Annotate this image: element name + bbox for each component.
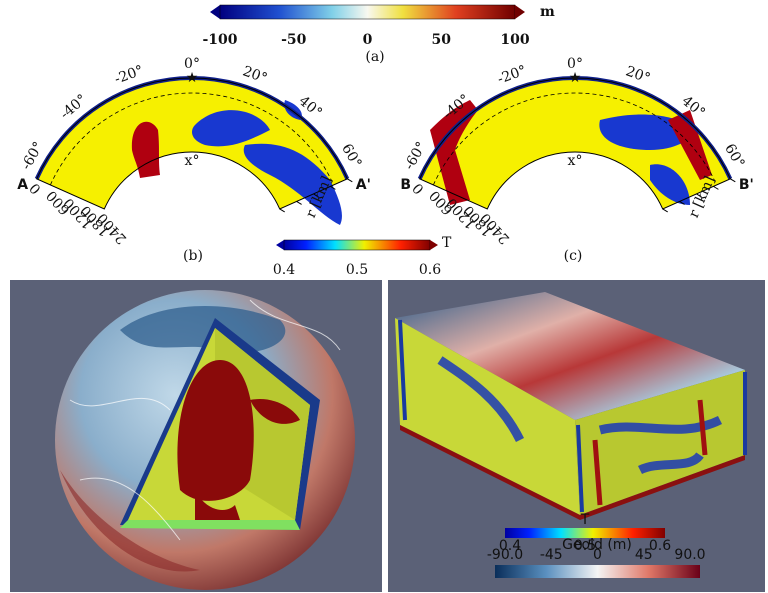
colorbar-tick-label: -90.0 — [487, 547, 523, 563]
radius-tick — [347, 178, 353, 183]
radius-tick — [330, 185, 336, 190]
angle-label: 0° — [184, 56, 200, 72]
colorbar-tick-label: -100 — [202, 32, 237, 48]
radius-tick — [279, 208, 285, 213]
sphere-panel — [10, 280, 382, 592]
anomaly — [650, 164, 690, 205]
panel-label: (a) — [365, 49, 384, 65]
colorbar-unit: T — [442, 235, 452, 251]
center-label: x° — [185, 153, 200, 169]
star: ★ — [186, 70, 199, 86]
radius-tick — [713, 185, 719, 190]
section-end: A — [17, 177, 28, 193]
section-end: B — [400, 177, 411, 193]
anomaly — [599, 114, 693, 150]
anomaly — [192, 110, 270, 147]
radius-tick — [730, 178, 736, 183]
colorbar-title: T — [580, 512, 590, 528]
annulus-outline — [36, 77, 348, 210]
anomaly — [131, 121, 160, 178]
colorbar-tick-label: 50 — [432, 32, 452, 48]
cross-section: ★-60°-40°-20° 0° 20°40°60°B B'x°0 6001200180… — [400, 56, 753, 247]
radius-tick — [679, 200, 685, 205]
annulus-outline — [419, 77, 731, 210]
anomaly — [430, 100, 478, 205]
anomaly — [243, 143, 342, 225]
annulus — [36, 77, 348, 209]
colorbar-tick-label: 0.6 — [419, 262, 441, 278]
section-end: B' — [739, 177, 754, 193]
angle-label: 20° — [624, 63, 653, 87]
colorbar-tick-label: 100 — [500, 32, 529, 48]
colorbar-title: Geoid (m) — [562, 537, 632, 553]
colorbar-tick-label: -45 — [540, 547, 563, 563]
dashed-circle — [433, 92, 717, 186]
colorbar-tick-label: 0.5 — [346, 262, 368, 278]
anomaly — [668, 110, 712, 180]
dashed-circle — [50, 92, 334, 186]
radius-tick — [313, 193, 319, 198]
radius-tick — [696, 193, 702, 198]
radius-label: 0 — [27, 180, 45, 197]
star: ★ — [569, 70, 582, 86]
colorbar-tick-label: 0 — [363, 32, 373, 48]
colorbar-tick-label: 0 — [593, 547, 602, 563]
colorbar-unit: m — [540, 4, 555, 20]
colorbar-tick-label: 0.6 — [649, 538, 671, 554]
center-label: x° — [568, 153, 583, 169]
colorbar-tick-label: 0.4 — [273, 262, 295, 278]
colorbar-tick-label: -50 — [281, 32, 307, 48]
box-panel: T Geoid (m) — [388, 280, 765, 592]
radius-label: 0 — [410, 180, 428, 197]
angle-label: 20° — [241, 63, 270, 87]
colorbar-tick-label: 0.5 — [574, 538, 596, 554]
section-end: A' — [356, 177, 371, 193]
cross-section: ★-60°-40°-20° 0° 20°40°60°A A'x°0 6001200180… — [17, 56, 371, 247]
mid-colorbar: T — [276, 235, 452, 251]
colorbar-tick-label: 45 — [635, 547, 653, 563]
panel-label: (c) — [564, 248, 583, 264]
angle-label: 0° — [567, 56, 583, 72]
colorbar-tick-label: 0.4 — [499, 538, 521, 554]
colorbar-tick-label: 90.0 — [674, 547, 705, 563]
radius-tick — [296, 200, 302, 205]
panel-label: (b) — [183, 248, 203, 264]
top-colorbar: m — [210, 4, 555, 20]
radius-tick — [662, 208, 668, 213]
